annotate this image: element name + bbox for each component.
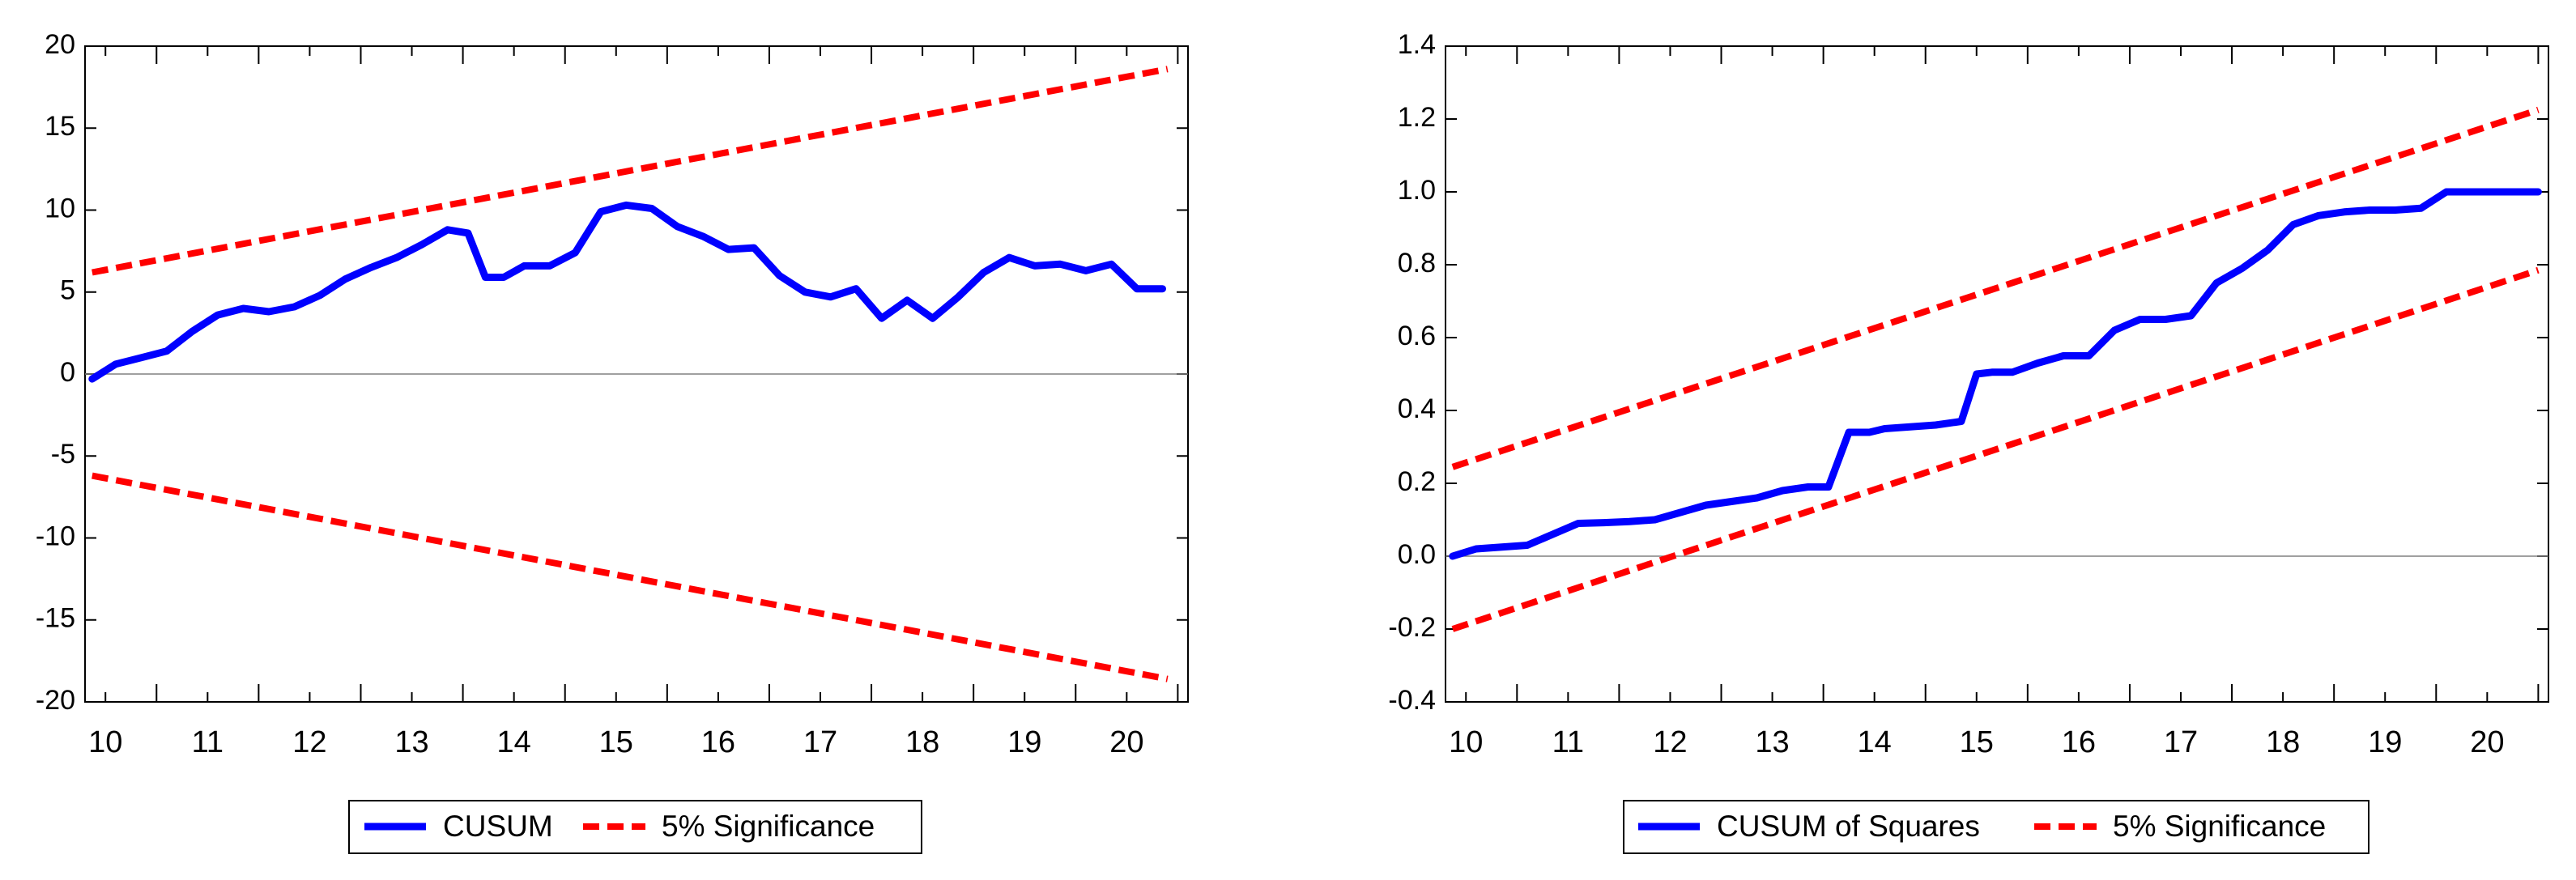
y-tick-label: -0.4 xyxy=(1388,685,1436,716)
x-tick-label: 18 xyxy=(2266,725,2300,759)
cusum-chart: 20 15 10 5 0 -5 -10 -15 -20 10 11 12 13 14 15 16 17 18 19… xyxy=(36,29,1188,853)
y-tick-label: -5 xyxy=(51,439,75,470)
x-tick-label: 20 xyxy=(1109,725,1143,759)
y-tick-label: 10 xyxy=(45,193,75,223)
legend: CUSUM of Squares 5% Significance xyxy=(1624,801,2369,853)
series-line-cusum-of-squares xyxy=(1453,192,2539,556)
y-tick-label: 1.0 xyxy=(1398,175,1436,206)
y-tick-label: 0.8 xyxy=(1398,248,1436,278)
x-tick-label: 20 xyxy=(2470,725,2504,759)
x-tick-label: 10 xyxy=(1449,725,1483,759)
y-axis: 20 15 10 5 0 -5 -10 -15 -20 xyxy=(36,29,1188,716)
x-tick-label: 11 xyxy=(1552,725,1584,759)
legend-label-significance: 5% Significance xyxy=(2113,810,2326,843)
x-tick-label: 19 xyxy=(1007,725,1041,759)
x-tick-label: 11 xyxy=(192,725,224,759)
y-tick-label: 0.4 xyxy=(1398,393,1436,424)
x-tick-label: 19 xyxy=(2368,725,2402,759)
y-tick-label: 1.4 xyxy=(1398,29,1436,60)
x-tick-label: 12 xyxy=(1653,725,1687,759)
y-axis: 1.4 1.2 1.0 0.8 0.6 0.4 0.2 0.0 -0.2 -0.4 xyxy=(1388,29,2548,716)
legend-label-cusum: CUSUM xyxy=(443,810,553,843)
y-tick-label: -0.2 xyxy=(1388,612,1436,643)
x-axis: 10 11 12 13 14 15 16 17 18 19 20 xyxy=(1449,46,2538,759)
y-tick-label: -20 xyxy=(36,685,75,716)
x-tick-label: 14 xyxy=(1858,725,1892,759)
x-tick-label: 15 xyxy=(1960,725,1994,759)
y-tick-label: 0 xyxy=(60,357,75,388)
series-line-5-significance-lower xyxy=(92,476,1168,679)
x-tick-label: 10 xyxy=(88,725,122,759)
series-line-5-significance xyxy=(1453,110,2539,467)
legend-label-significance: 5% Significance xyxy=(662,810,875,843)
cusum-of-squares-chart: 1.41.21.00.80.60.40.20.0-0.2-0.4 10 11 12 1… xyxy=(1388,29,2548,853)
y-tick-label: 5 xyxy=(60,275,75,306)
x-tick-label: 16 xyxy=(701,725,735,759)
legend-label-cusum-squares: CUSUM of Squares xyxy=(1717,810,1980,843)
x-tick-label: 18 xyxy=(905,725,939,759)
y-tick-label: -15 xyxy=(36,603,75,634)
series-group xyxy=(1453,110,2539,629)
x-tick-label: 13 xyxy=(394,725,428,759)
y-tick-label: 1.2 xyxy=(1398,102,1436,133)
y-tick-label: -10 xyxy=(36,521,75,551)
y-tick-label: 0.2 xyxy=(1398,466,1436,497)
x-tick-label: 13 xyxy=(1755,725,1789,759)
series-line-cusum xyxy=(92,205,1163,379)
y-tick-label: 20 xyxy=(45,29,75,60)
y-tick-label: 15 xyxy=(45,111,75,142)
x-tick-label: 12 xyxy=(292,725,326,759)
x-tick-label: 17 xyxy=(803,725,837,759)
series-line-5-significance xyxy=(92,69,1168,272)
y-tick-label: 0.6 xyxy=(1398,321,1436,351)
x-tick-label: 17 xyxy=(2164,725,2198,759)
x-tick-label: 16 xyxy=(2062,725,2096,759)
y-tick-label: 0.0 xyxy=(1398,539,1436,570)
legend: CUSUM 5% Significance xyxy=(349,801,922,853)
series-line-5-significance-lower xyxy=(1453,270,2539,629)
x-tick-label: 14 xyxy=(497,725,531,759)
x-tick-label: 15 xyxy=(599,725,633,759)
figure: 20 15 10 5 0 -5 -10 -15 -20 10 11 12 13 14 15 16 17 18 19… xyxy=(0,0,2576,876)
